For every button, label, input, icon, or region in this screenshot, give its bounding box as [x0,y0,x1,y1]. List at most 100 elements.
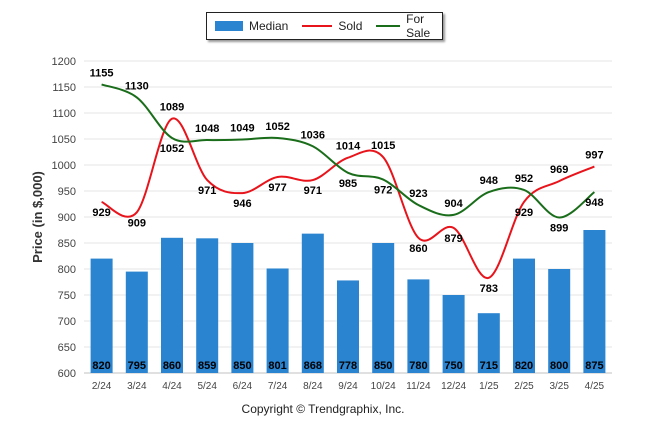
sold-value-label: 929 [92,207,110,219]
median-value-label: 850 [374,360,392,372]
median-bar[interactable] [477,313,500,373]
for-sale-value-label: 1048 [195,123,219,135]
median-bar[interactable] [196,238,219,373]
median-value-label: 820 [515,360,533,372]
y-tick-label: 700 [58,316,76,328]
legend-label-for-sale: For Sale [406,12,431,40]
for-sale-value-label: 1052 [160,143,184,155]
for-sale-line[interactable] [101,83,596,219]
median-bar[interactable] [407,279,430,373]
y-axis-ticks: 600 650 700 750 800 850 900 950 1000 1050 1100 1150… [52,56,76,380]
sold-value-label: 946 [233,198,251,210]
median-value-label: 850 [233,360,251,372]
sold-value-label: 997 [585,150,603,162]
x-tick-label: 3/25 [549,381,569,392]
sold-value-label: 1014 [336,141,361,153]
median-value-label: 859 [198,360,216,372]
median-value-label: 778 [339,360,357,372]
median-bar[interactable] [301,233,324,373]
median-value-label: 868 [304,360,322,372]
y-tick-label: 800 [58,264,76,276]
for-sale-value-label: 904 [444,198,463,210]
sold-value-label: 909 [128,217,146,229]
median-bar[interactable] [548,269,571,373]
x-tick-label: 4/25 [585,381,605,392]
x-tick-label: 2/24 [92,381,112,392]
y-axis-label: Price (in $,000) [30,171,45,263]
x-tick-label: 1/25 [479,381,499,392]
x-tick-label: 9/24 [338,381,358,392]
median-value-label: 860 [163,360,181,372]
sold-value-label: 969 [550,164,568,176]
x-tick-label: 10/24 [371,381,396,392]
sold-line[interactable] [101,117,595,279]
for-sale-swatch [376,25,401,27]
data-labels: 820 795 860 859 850 801 868 778 850 780 750 715 820 8… [90,67,604,372]
for-sale-value-label: 1130 [125,80,149,92]
median-bar[interactable] [90,258,113,373]
x-axis-ticks: 2/24 3/24 4/24 5/24 6/24 7/24 8/24 9/24 10/24 11/… [92,381,605,392]
x-tick-label: 8/24 [303,381,323,392]
sold-value-label: 977 [268,182,286,194]
x-tick-label: 6/24 [233,381,253,392]
for-sale-value-label: 985 [339,178,357,190]
sold-value-label: 860 [409,243,427,255]
median-value-label: 795 [128,360,146,372]
median-value-label: 780 [409,360,427,372]
y-tick-label: 1200 [52,56,76,68]
legend-item-sold[interactable]: Sold [302,19,362,33]
x-tick-label: 11/24 [406,381,431,392]
x-tick-label: 3/24 [127,381,147,392]
legend-item-for-sale[interactable]: For Sale [376,12,442,40]
legend-label-sold: Sold [338,19,363,33]
median-bar[interactable] [231,243,254,373]
copyright-text: Copyright © Trendgraphix, Inc. [241,402,405,416]
sold-value-label: 971 [304,185,322,197]
median-bar[interactable] [372,243,395,373]
y-tick-label: 1000 [52,160,76,172]
for-sale-value-label: 1049 [230,123,254,135]
y-tick-label: 850 [58,238,76,250]
median-value-label: 750 [444,360,462,372]
sold-value-label: 1089 [160,102,184,114]
for-sale-value-label: 952 [515,173,533,185]
y-tick-label: 650 [58,342,76,354]
sold-value-label: 971 [198,185,216,197]
median-bar[interactable] [337,280,359,373]
x-tick-label: 12/24 [441,381,466,392]
x-tick-label: 4/24 [162,381,182,392]
median-value-label: 820 [92,360,110,372]
median-bar[interactable] [513,258,535,373]
sold-value-label: 783 [480,283,498,295]
for-sale-value-label: 948 [480,175,498,187]
y-tick-label: 750 [58,290,76,302]
for-sale-value-label: 948 [585,197,603,209]
median-bar[interactable] [125,271,148,373]
y-tick-label: 1050 [52,134,76,146]
legend-item-median[interactable]: Median [215,19,288,33]
median-swatch [215,21,243,31]
for-sale-value-label: 923 [409,188,427,200]
median-bar[interactable] [266,268,289,373]
median-bar[interactable] [161,237,183,373]
legend: Median Sold For Sale [206,12,443,40]
for-sale-value-label: 1155 [90,67,114,79]
for-sale-value-label: 899 [550,223,568,235]
x-tick-label: 7/24 [268,381,288,392]
sold-value-label: 929 [515,207,533,219]
y-tick-label: 900 [58,212,76,224]
median-bar[interactable] [583,230,606,373]
median-value-label: 801 [268,360,286,372]
sold-value-label: 879 [444,233,462,245]
sold-value-label: 1015 [371,140,395,152]
legend-label-median: Median [249,19,289,33]
median-value-label: 875 [585,360,603,372]
median-value-label: 715 [480,360,498,372]
y-tick-label: 950 [58,186,76,198]
for-sale-value-label: 972 [374,185,392,197]
x-tick-label: 2/25 [514,381,534,392]
for-sale-value-label: 1036 [301,129,325,141]
x-tick-label: 5/24 [197,381,217,392]
median-bar[interactable] [442,295,465,373]
